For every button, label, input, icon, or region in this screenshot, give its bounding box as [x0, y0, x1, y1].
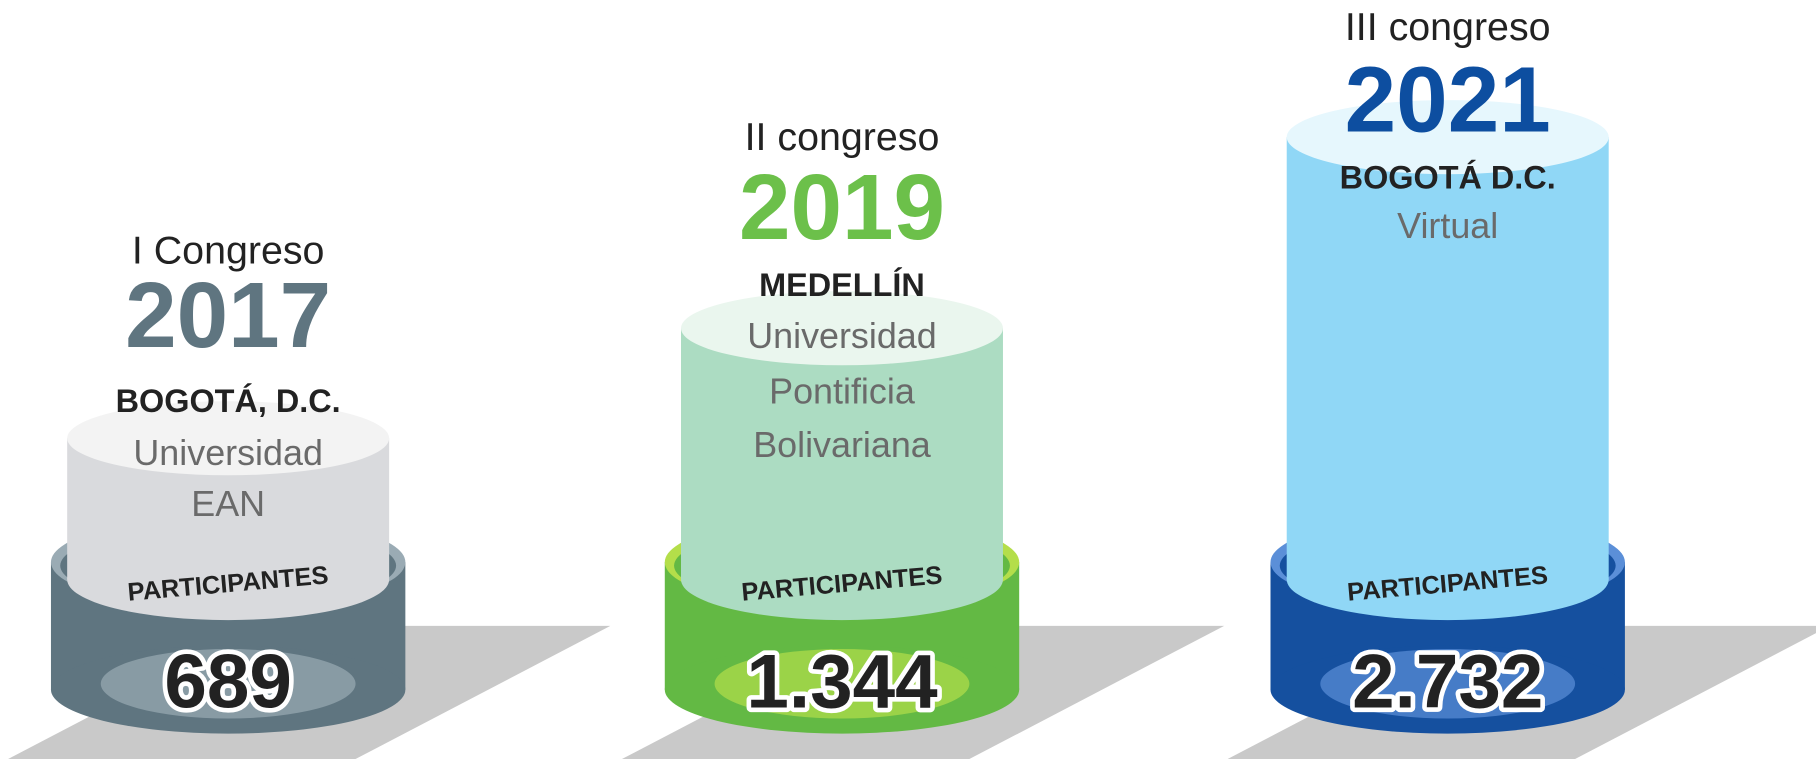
- congress-name: III congreso: [1345, 5, 1551, 49]
- upper-top: [67, 401, 390, 476]
- congress-name: I Congreso: [132, 228, 325, 272]
- upper-body: [1286, 137, 1609, 580]
- congress-year: 2017: [125, 263, 331, 367]
- participants-count: 1.344: [746, 639, 938, 724]
- participants-count: 2.732: [1352, 639, 1543, 724]
- upper-top: [1286, 100, 1609, 175]
- base-highlight: [714, 649, 970, 719]
- congress-city: BOGOTÁ D.C.: [1340, 159, 1556, 196]
- upper-bottom: [67, 539, 390, 621]
- congress-year: 2019: [739, 155, 945, 259]
- participants-count: 689: [164, 639, 292, 724]
- congress-city: MEDELLÍN: [759, 266, 925, 303]
- congress-venue: Pontificia: [769, 372, 915, 412]
- congress-venue: Universidad: [747, 316, 937, 356]
- congress-venue: EAN: [191, 484, 265, 524]
- upper-bottom: [1286, 539, 1609, 621]
- congress-venue: Virtual: [1397, 206, 1498, 246]
- congress-venue: Bolivariana: [753, 425, 931, 465]
- congress-year: 2021: [1345, 47, 1551, 151]
- congress-venue: Universidad: [133, 433, 323, 473]
- congress-city: BOGOTÁ, D.C.: [116, 382, 341, 419]
- upper-bottom: [681, 539, 1003, 621]
- upper-top: [681, 291, 1003, 366]
- base-highlight: [100, 649, 356, 719]
- congress-name: II congreso: [745, 115, 940, 159]
- upper-body: [681, 328, 1003, 580]
- base-highlight: [1320, 649, 1576, 719]
